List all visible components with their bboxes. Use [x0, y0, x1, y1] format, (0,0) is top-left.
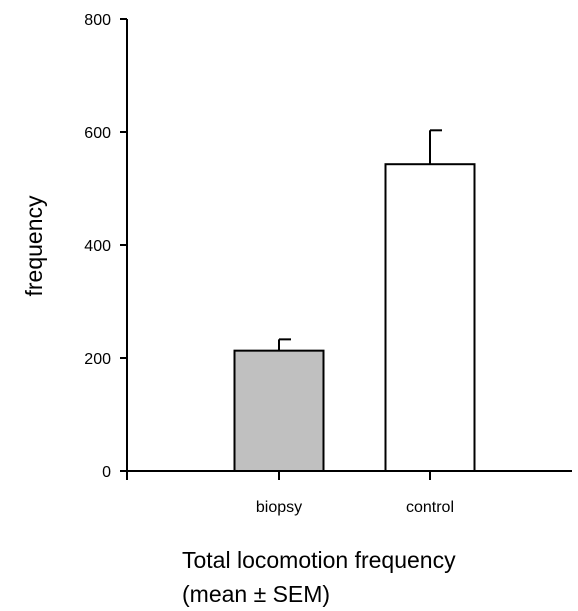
bar-biopsy — [233, 349, 325, 472]
x-axis-ticks: biopsy control — [256, 471, 454, 516]
y-tick-label-0: 0 — [102, 464, 111, 481]
y-tick-label-200: 200 — [84, 351, 111, 368]
y-tick-label-400: 400 — [84, 238, 111, 255]
caption-line-2: (mean ± SEM) — [182, 581, 330, 607]
y-tick-label-600: 600 — [84, 125, 111, 142]
y-tick-label-800: 800 — [84, 12, 111, 29]
x-tick-label-control: control — [406, 499, 454, 516]
x-tick-label-biopsy: biopsy — [256, 499, 302, 516]
bars — [233, 163, 476, 473]
y-axis-title: frequency — [21, 195, 47, 297]
caption-line-1: Total locomotion frequency — [182, 547, 456, 573]
bar-control — [384, 163, 476, 473]
error-bars — [278, 129, 442, 351]
y-axis-ticks: 0 200 400 600 800 — [84, 12, 127, 481]
